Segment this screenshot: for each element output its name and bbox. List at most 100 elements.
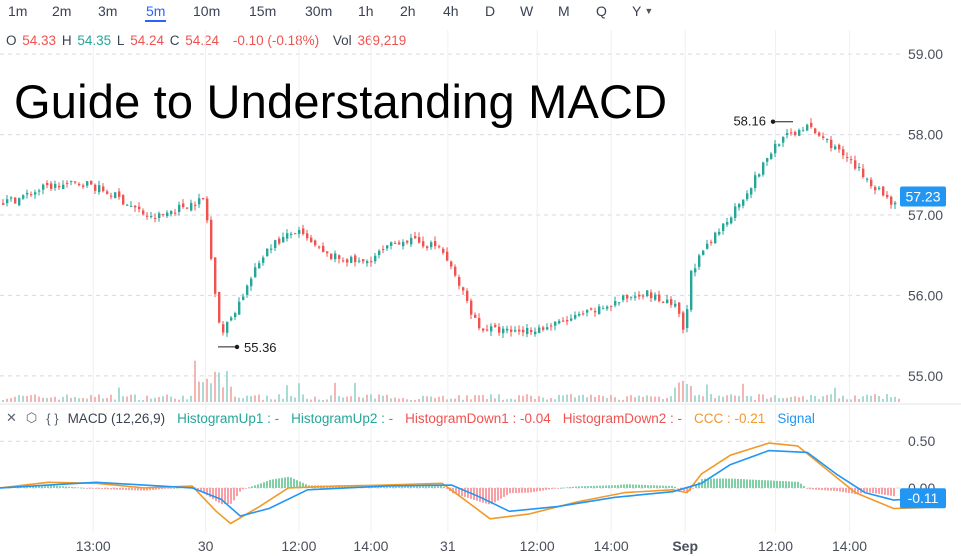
volume-bar xyxy=(146,395,148,402)
histogram-bar xyxy=(617,484,619,488)
histogram-bar xyxy=(146,487,148,491)
timeframe-y[interactable]: Y ▼ xyxy=(632,3,654,19)
timeframe-3m[interactable]: 3m xyxy=(98,3,118,19)
histogram-bar xyxy=(158,487,160,490)
volume-bar xyxy=(374,398,376,402)
histogram-bar xyxy=(620,484,622,488)
timeframe-30m[interactable]: 30m xyxy=(305,3,333,19)
timeframe-4h[interactable]: 4h xyxy=(443,3,459,19)
timeframe-5m[interactable]: 5m xyxy=(144,3,167,22)
timeframe-10m[interactable]: 10m xyxy=(193,3,221,19)
time-axis-tick: Sep xyxy=(672,538,698,554)
candle-body xyxy=(610,305,613,307)
candle-body xyxy=(762,162,765,175)
volume-bar xyxy=(70,397,72,402)
timeframe-2m[interactable]: 2m xyxy=(52,3,72,19)
volume-bar xyxy=(426,396,428,402)
high-annotation: 58.16 xyxy=(733,114,766,129)
volume-bar xyxy=(66,394,68,402)
histogram-bar xyxy=(458,487,460,496)
volume-bar xyxy=(214,371,216,402)
settings-icon[interactable]: ⬡ xyxy=(25,410,38,425)
timeframe-1m[interactable]: 1m xyxy=(8,3,28,19)
volume-bar xyxy=(238,397,240,402)
histogram-bar xyxy=(629,484,631,488)
volume-bar xyxy=(258,394,260,402)
volume-bar xyxy=(202,382,204,402)
volume-bar xyxy=(302,394,304,402)
candle-body xyxy=(470,300,473,315)
volume-bar xyxy=(862,396,864,402)
timeframe-q[interactable]: Q xyxy=(596,3,607,19)
timeframe-15m[interactable]: 15m xyxy=(249,3,277,19)
volume-bar xyxy=(50,397,52,402)
candle-body xyxy=(742,199,745,206)
time-axis-tick: 12:00 xyxy=(520,538,555,554)
timeframe-m[interactable]: M xyxy=(558,3,570,19)
histogram-bar xyxy=(113,487,115,490)
histogram-bar xyxy=(605,485,607,488)
candle-body xyxy=(654,294,657,300)
histogram-bar xyxy=(152,487,154,490)
histogram-bar xyxy=(218,487,220,503)
macd-value-badge xyxy=(900,488,946,509)
histogram-bar xyxy=(263,482,265,488)
histogram-bar xyxy=(785,481,787,488)
histogram-bar xyxy=(563,487,565,489)
volume-bar xyxy=(694,395,696,402)
histogram-bar xyxy=(29,486,31,488)
histogram-bar xyxy=(227,487,229,504)
histogram-bar xyxy=(131,487,133,491)
candle-body xyxy=(290,233,293,235)
price-axis-tick: 58.00 xyxy=(908,127,943,143)
timeframe-d[interactable]: D xyxy=(485,3,496,19)
histogram-bar xyxy=(770,480,772,488)
candle-body xyxy=(542,327,545,330)
volume-bar xyxy=(334,382,336,402)
timeframe-1h[interactable]: 1h xyxy=(358,3,374,19)
timeframe-2h[interactable]: 2h xyxy=(400,3,416,19)
timeframe-toolbar: 1m 2m 3m 5m 10m 15m 30m 1h 2h 4h D W M Q Y ▼ xyxy=(0,0,961,26)
histogram-bar xyxy=(341,485,343,488)
histogram-bar xyxy=(539,487,541,491)
volume-bar xyxy=(630,395,632,402)
candle-body xyxy=(714,232,717,244)
histogram-bar xyxy=(518,487,520,493)
volume-bar xyxy=(162,396,164,402)
histogram-bar xyxy=(542,487,544,491)
candle-body xyxy=(402,241,405,247)
candle-body xyxy=(578,314,581,316)
candle-body xyxy=(890,196,893,205)
histogram-bar xyxy=(575,486,577,488)
histogram-bar xyxy=(740,479,742,488)
close-icon[interactable]: ✕ xyxy=(6,410,17,425)
volume-bar xyxy=(166,394,168,402)
candle-body xyxy=(170,211,173,214)
histogram-bar xyxy=(869,487,871,493)
volume-bar xyxy=(738,395,740,402)
histogram-bar xyxy=(245,487,247,489)
source-code-icon[interactable]: { } xyxy=(46,410,59,426)
volume-bar xyxy=(530,395,532,402)
candle-body xyxy=(566,319,569,322)
histogram-bar xyxy=(149,487,151,491)
candle-body xyxy=(114,192,117,199)
histogram-bar xyxy=(593,485,595,488)
volume-bar xyxy=(382,395,384,402)
candle-body xyxy=(754,175,757,188)
histogram-bar xyxy=(194,487,196,489)
histogram-bar xyxy=(494,487,496,503)
timeframe-w[interactable]: W xyxy=(520,3,534,19)
histogram-bar xyxy=(812,487,814,490)
candle-body xyxy=(366,261,369,264)
histogram-bar xyxy=(566,487,568,489)
candle-body xyxy=(38,190,41,192)
candle-body xyxy=(642,295,645,297)
volume-bar xyxy=(310,399,312,402)
volume-bar xyxy=(802,396,804,402)
volume-bar xyxy=(398,398,400,402)
histogram-bar xyxy=(623,484,625,488)
histogram-bar xyxy=(410,486,412,488)
candle-body xyxy=(310,237,313,242)
volume-bar xyxy=(354,382,356,402)
